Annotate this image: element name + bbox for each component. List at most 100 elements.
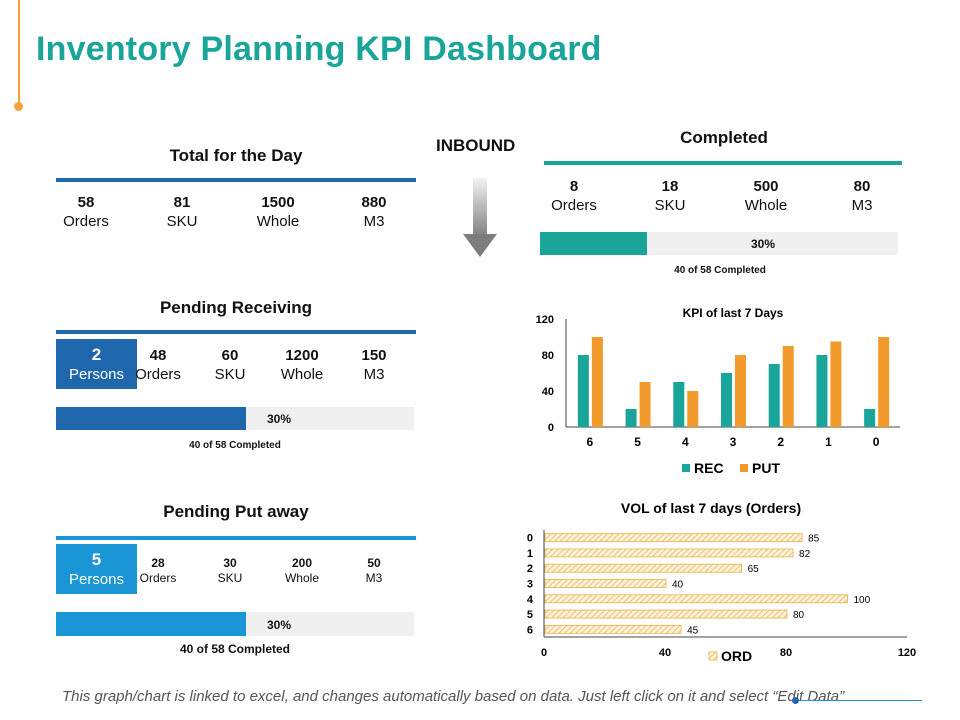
pending-putaway-progress-bar: 30% (56, 612, 414, 636)
completed-orders-stat: 8 Orders (551, 178, 597, 214)
vol-data-label: 40 (672, 580, 684, 591)
total-for-day-rule (56, 178, 416, 182)
completed-whole-stat: 500 Whole (744, 178, 788, 214)
completed-caption: 40 of 58 Completed (674, 265, 766, 276)
completed-title: Completed (680, 128, 768, 147)
vol-data-label: 80 (793, 610, 805, 621)
total-sku-stat: 81 SKU (166, 194, 198, 230)
total-m3-stat: 880 M3 (361, 194, 387, 230)
kpi-bar-put (735, 355, 746, 427)
total-orders-stat: 58 Orders (63, 194, 109, 230)
vol-x-tick-label: 120 (898, 647, 916, 659)
pending-receiving-title: Pending Receiving (159, 298, 313, 317)
pending-receiving-progress-bar: 30% (56, 407, 414, 430)
vol-x-tick-label: 40 (659, 647, 671, 659)
completed-rule (544, 161, 902, 165)
vol-data-label: 82 (799, 549, 811, 560)
receiving-orders-stat: 48 Orders (135, 347, 181, 383)
kpi-bar-put (878, 337, 890, 427)
putaway-m3-stat: 50 M3 (365, 556, 383, 585)
kpi-x-tick-label: 2 (777, 435, 784, 449)
vol-bar-ord (544, 563, 743, 573)
pending-putaway-title: Pending Put away (163, 502, 309, 521)
kpi-y-tick-label: 120 (536, 314, 554, 326)
kpi-bar-rec (577, 355, 589, 427)
vol-bar-ord (544, 624, 682, 634)
vol-data-label: 65 (748, 564, 760, 575)
vol-y-tick-label: 4 (527, 594, 534, 606)
accent-line (18, 0, 20, 104)
inbound-label: INBOUND (436, 136, 516, 155)
vol-bar-ord (544, 533, 803, 543)
kpi-bar-rec (625, 409, 637, 427)
footer-note: This graph/chart is linked to excel, and… (62, 688, 845, 705)
pending-receiving-persons: 2 Persons (56, 339, 137, 389)
completed-m3-stat: 80 M3 (851, 178, 873, 214)
vol-data-label: 100 (854, 595, 871, 606)
kpi-legend-swatch-put (740, 464, 748, 472)
vol-y-tick-label: 0 (527, 533, 533, 545)
vol-y-tick-label: 3 (527, 579, 533, 591)
pending-putaway-caption: 40 of 58 Completed (179, 642, 291, 656)
kpi-bar-put (782, 346, 794, 427)
kpi-bar-rec (721, 373, 732, 427)
vol-y-tick-label: 6 (527, 624, 533, 636)
accent-dot (14, 102, 23, 111)
vol-bar-ord (544, 548, 794, 558)
kpi-legend-label: REC (694, 460, 724, 476)
vol-bar-ord (544, 609, 788, 619)
putaway-whole-stat: 200 Whole (284, 556, 319, 585)
completed-sku-stat: 18 SKU (654, 178, 686, 214)
receiving-m3-stat: 150 M3 (361, 347, 387, 383)
footer-line (796, 700, 922, 701)
kpi-bar-put (639, 382, 651, 427)
completed-progress-label: 30% (751, 237, 776, 251)
kpi-bar-put (830, 341, 842, 427)
vol-bar-ord (544, 594, 848, 604)
vol-bar-ord (544, 579, 667, 588)
receiving-sku-stat: 60 SKU (214, 347, 246, 383)
pending-receiving-progress-fill (56, 407, 246, 430)
pending-putaway-progress-fill (56, 612, 246, 636)
kpi-bar-rec (864, 409, 876, 427)
kpi-y-tick-label: 40 (542, 386, 554, 398)
vol-legend-swatch-ord (708, 651, 718, 661)
inbound-arrow-icon (463, 178, 497, 257)
vol-x-tick-label: 80 (780, 647, 792, 659)
completed-progress-bar: 30% (540, 232, 898, 255)
vol-y-tick-label: 5 (527, 609, 533, 621)
pending-receiving-progress-label: 30% (267, 412, 292, 426)
total-for-day-title: Total for the Day (169, 146, 303, 165)
pending-receiving-rule (56, 330, 416, 334)
kpi-bar-rec (816, 355, 828, 427)
kpi-y-tick-label: 0 (548, 422, 554, 434)
vol-y-tick-label: 2 (527, 563, 533, 575)
total-whole-stat: 1500 Whole (256, 194, 300, 230)
completed-progress-fill (540, 232, 648, 255)
kpi-x-tick-label: 1 (825, 435, 832, 449)
pending-receiving-caption: 40 of 58 Completed (189, 440, 281, 451)
putaway-sku-stat: 30 SKU (217, 556, 243, 585)
footer-dot (792, 697, 799, 704)
vol-chart: VOL of last 7 days (Orders)0 851 822 653 404… (527, 500, 916, 664)
vol-y-tick-label: 1 (527, 548, 533, 560)
kpi-bar-put (591, 337, 603, 427)
kpi-x-tick-label: 6 (587, 435, 594, 449)
kpi-chart-title: KPI of last 7 Days (683, 306, 784, 320)
vol-chart-title: VOL of last 7 days (Orders) (621, 500, 801, 516)
vol-data-label: 85 (808, 534, 820, 545)
pending-putaway-rule (56, 536, 416, 540)
vol-x-tick-label: 0 (541, 647, 547, 659)
kpi-legend-swatch-rec (682, 464, 690, 472)
receiving-whole-stat: 1200 Whole (280, 347, 324, 383)
vol-legend-label: ORD (721, 648, 752, 664)
vol-data-label: 45 (687, 625, 699, 636)
kpi-x-tick-label: 0 (873, 435, 880, 449)
pending-putaway-progress-label: 30% (267, 618, 292, 632)
pending-putaway-persons: 5 Persons (56, 544, 137, 594)
kpi-bar-put (687, 391, 699, 427)
kpi-y-tick-label: 80 (542, 350, 554, 362)
putaway-orders-stat: 28 Orders (139, 556, 177, 585)
kpi-x-tick-label: 5 (634, 435, 641, 449)
kpi-x-tick-label: 3 (730, 435, 737, 449)
